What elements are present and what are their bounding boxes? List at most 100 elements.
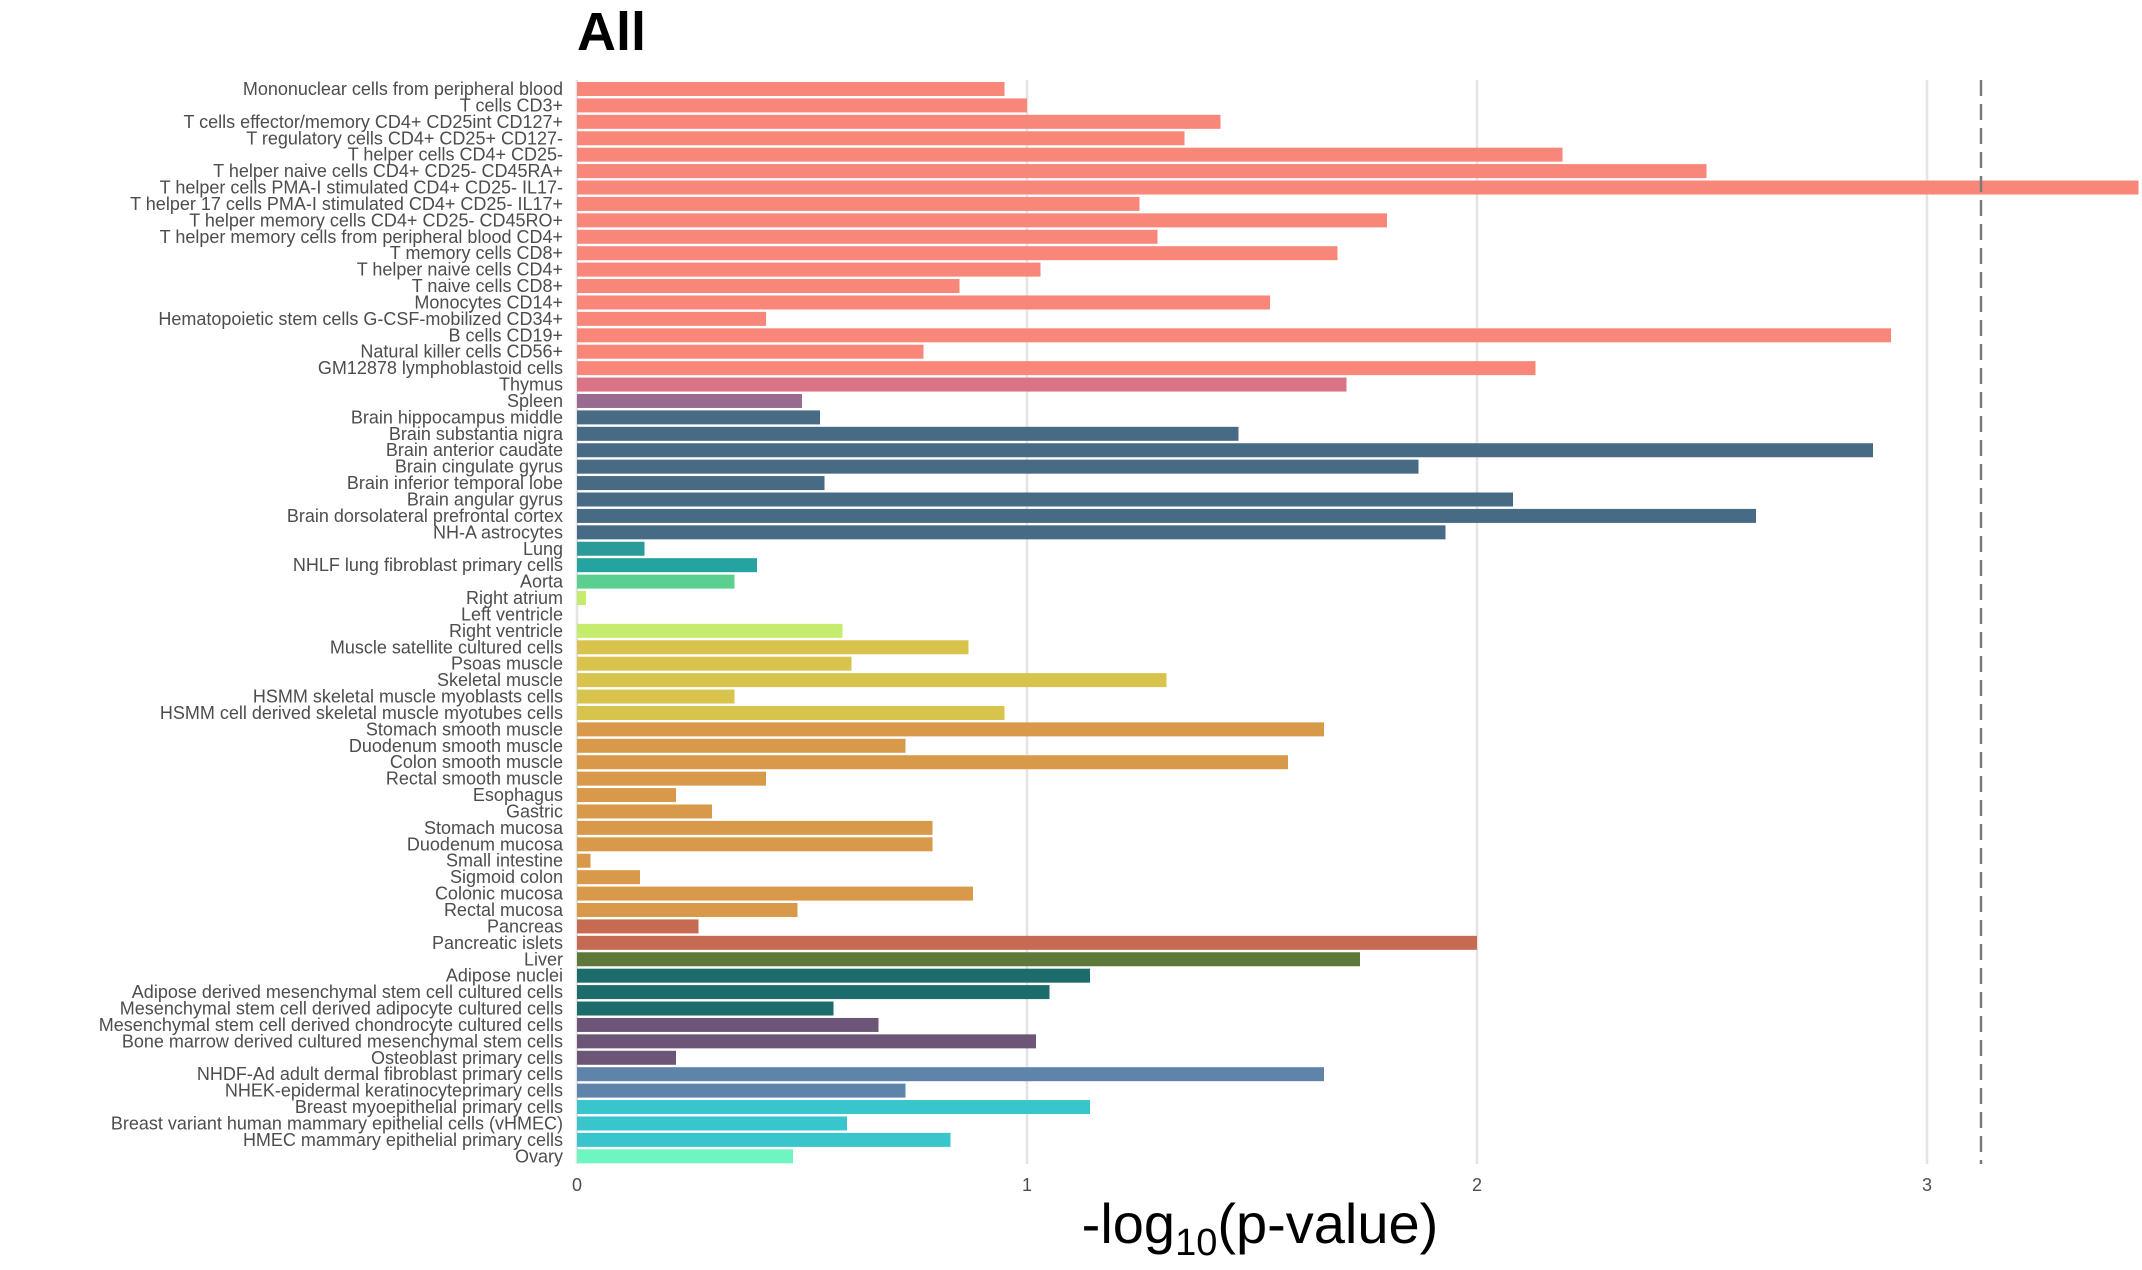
category-label: T helper 17 cells PMA-I stimulated CD4+ … bbox=[130, 194, 563, 214]
category-label: Pancreas bbox=[487, 916, 563, 936]
bar bbox=[577, 870, 640, 885]
bar bbox=[577, 804, 712, 819]
category-label: Brain anterior caudate bbox=[386, 440, 563, 460]
bar bbox=[577, 788, 676, 803]
category-label: Stomach mucosa bbox=[424, 818, 564, 838]
bar bbox=[577, 82, 1005, 96]
category-label: HSMM skeletal muscle myoblasts cells bbox=[253, 687, 563, 707]
category-label: HSMM cell derived skeletal muscle myotub… bbox=[160, 703, 563, 723]
bar bbox=[577, 311, 766, 326]
bar bbox=[577, 262, 1041, 277]
bar bbox=[577, 1034, 1036, 1049]
bar bbox=[577, 968, 1090, 983]
category-label: Adipose nuclei bbox=[446, 966, 563, 986]
category-label: Left ventricle bbox=[461, 604, 563, 624]
x-axis-label-suffix: (p-value) bbox=[1217, 1192, 1438, 1255]
bar bbox=[577, 705, 1005, 720]
bar bbox=[577, 558, 757, 573]
category-label: T helper cells CD4+ CD25- bbox=[348, 145, 563, 165]
category-label: HMEC mammary epithelial primary cells bbox=[243, 1130, 563, 1150]
x-tick-label: 1 bbox=[1022, 1175, 1032, 1195]
category-label: T helper memory cells CD4+ CD25- CD45RO+ bbox=[189, 210, 563, 230]
category-label: Duodenum mucosa bbox=[407, 834, 564, 854]
bar bbox=[577, 591, 586, 606]
category-label: Ovary bbox=[515, 1146, 563, 1166]
category-label: Bone marrow derived cultured mesenchymal… bbox=[122, 1031, 563, 1051]
bar bbox=[577, 1050, 676, 1065]
category-label: Muscle satellite cultured cells bbox=[330, 637, 563, 657]
category-label: T regulatory cells CD4+ CD25+ CD127- bbox=[246, 128, 563, 148]
chart-title: All bbox=[577, 2, 646, 62]
bar bbox=[577, 196, 1140, 211]
category-label: Right ventricle bbox=[449, 621, 563, 641]
category-label: Spleen bbox=[507, 391, 563, 411]
category-label: Liver bbox=[524, 949, 563, 969]
category-label: T helper naive cells CD4+ CD25- CD45RA+ bbox=[213, 161, 563, 181]
category-label: Lung bbox=[523, 539, 563, 559]
x-tick-label: 2 bbox=[1472, 1175, 1482, 1195]
category-label: Adipose derived mesenchymal stem cell cu… bbox=[132, 982, 563, 1002]
category-label: Esophagus bbox=[473, 785, 563, 805]
category-label: Mesenchymal stem cell derived adipocyte … bbox=[120, 999, 563, 1019]
bar bbox=[577, 131, 1185, 146]
x-tick-label: 0 bbox=[572, 1175, 582, 1195]
bar bbox=[577, 508, 1756, 523]
x-axis-label-subscript: 10 bbox=[1175, 1222, 1217, 1264]
category-label: Hematopoietic stem cells G-CSF-mobilized… bbox=[158, 309, 563, 329]
category-label: Psoas muscle bbox=[451, 654, 563, 674]
category-label: Brain inferior temporal lobe bbox=[347, 473, 563, 493]
bar bbox=[577, 476, 825, 491]
category-label: Duodenum smooth muscle bbox=[349, 736, 563, 756]
bar bbox=[577, 656, 852, 671]
bar bbox=[577, 574, 735, 589]
bar bbox=[577, 935, 1477, 950]
bar bbox=[577, 229, 1158, 244]
category-label: T helper naive cells CD4+ bbox=[357, 260, 563, 280]
bar bbox=[577, 1001, 834, 1016]
category-label: NHDF-Ad adult dermal fibroblast primary … bbox=[197, 1064, 563, 1084]
bar bbox=[577, 1100, 1090, 1115]
category-label: Rectal smooth muscle bbox=[386, 769, 563, 789]
category-label: T cells effector/memory CD4+ CD25int CD1… bbox=[184, 112, 564, 132]
category-label: T helper memory cells from peripheral bl… bbox=[160, 227, 563, 247]
category-label: Stomach smooth muscle bbox=[366, 719, 563, 739]
category-label: Brain angular gyrus bbox=[407, 490, 563, 510]
category-label: GM12878 lymphoblastoid cells bbox=[318, 358, 563, 378]
bar bbox=[577, 1083, 906, 1098]
category-label: T helper cells PMA-I stimulated CD4+ CD2… bbox=[160, 178, 563, 198]
category-label: Gastric bbox=[506, 801, 563, 821]
bar bbox=[577, 722, 1324, 737]
bar bbox=[577, 410, 820, 425]
bar bbox=[577, 738, 906, 753]
bar bbox=[577, 919, 699, 934]
bar bbox=[577, 771, 766, 786]
bar bbox=[577, 985, 1050, 1000]
bar bbox=[577, 1017, 879, 1032]
bar bbox=[577, 689, 735, 704]
bar bbox=[577, 1116, 847, 1131]
bar bbox=[577, 377, 1347, 392]
category-label: Natural killer cells CD56+ bbox=[360, 342, 563, 362]
category-label: T cells CD3+ bbox=[460, 95, 563, 115]
bar bbox=[577, 443, 1873, 458]
category-label: Brain substantia nigra bbox=[389, 424, 564, 444]
category-label: Mononuclear cells from peripheral blood bbox=[243, 79, 563, 99]
bar bbox=[577, 1067, 1324, 1082]
bar bbox=[577, 1149, 793, 1164]
category-label: Pancreatic islets bbox=[432, 933, 563, 953]
bar bbox=[577, 295, 1270, 310]
bar bbox=[577, 180, 2139, 195]
bar bbox=[577, 98, 1027, 113]
category-label: NHLF lung fibroblast primary cells bbox=[293, 555, 563, 575]
bar bbox=[577, 328, 1891, 343]
bar bbox=[577, 393, 802, 408]
category-label: Brain dorsolateral prefrontal cortex bbox=[287, 506, 563, 526]
bar bbox=[577, 361, 1536, 376]
category-label: Osteoblast primary cells bbox=[371, 1048, 563, 1068]
x-tick-labels: 0 1 2 3 bbox=[572, 1175, 1932, 1195]
bar bbox=[577, 426, 1239, 441]
x-axis-label-prefix: -log bbox=[1082, 1192, 1175, 1255]
category-label: Rectal mucosa bbox=[444, 900, 564, 920]
